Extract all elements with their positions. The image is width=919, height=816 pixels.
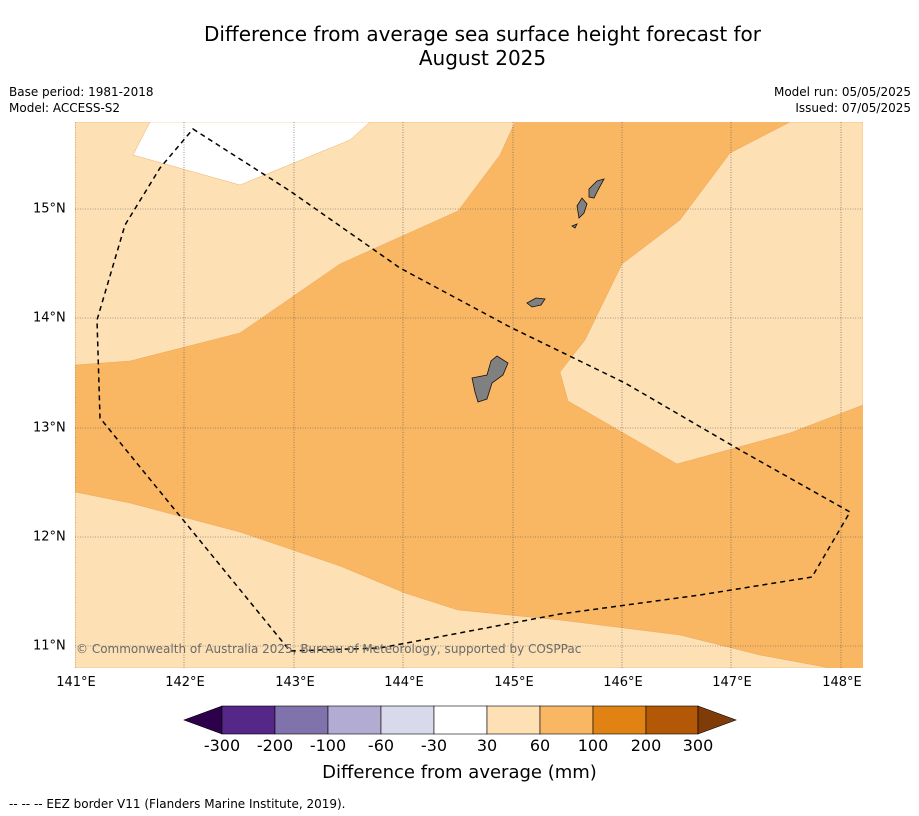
colorbar-swatch [274, 705, 329, 735]
colorbar-label: -100 [309, 736, 347, 755]
lon-label: 142°E [165, 675, 205, 690]
lat-label: 14°N [33, 310, 66, 326]
colorbar-swatch [539, 705, 594, 735]
colorbar-swatch [592, 705, 647, 735]
lon-label: 143°E [275, 675, 315, 690]
model-run: Model run: 05/05/2025 [773, 85, 911, 99]
colorbar-label: 60 [529, 736, 551, 755]
colorbar-swatch [433, 705, 488, 735]
colorbar-swatch [486, 705, 541, 735]
island-aguijan [571, 223, 578, 229]
colorbar-swatch [221, 705, 276, 735]
map-title: Difference from average sea surface heig… [0, 22, 919, 70]
lat-label: 15°N [33, 201, 66, 217]
colorbar-label: 100 [577, 736, 609, 755]
meta-right: Model run: 05/05/2025 Issued: 07/05/2025 [774, 84, 911, 116]
band-neutral-north [132, 122, 371, 186]
lon-label: 147°E [712, 675, 752, 690]
lat-label: 13°N [33, 420, 66, 436]
land-islands [471, 178, 605, 403]
colorbar-label: 30 [476, 736, 498, 755]
colorbar-label: 300 [682, 736, 714, 755]
colorbar-label: 200 [630, 736, 662, 755]
lon-label: 145°E [494, 675, 534, 690]
graticule [75, 122, 863, 668]
colorbar-extend-low [183, 705, 223, 735]
colorbar-extend-high [697, 705, 737, 735]
colorbar-swatch [380, 705, 435, 735]
island-tinian [576, 197, 588, 219]
issued-date: Issued: 07/05/2025 [795, 101, 911, 115]
model-name: Model: ACCESS-S2 [9, 101, 121, 115]
colorbar-label: -300 [203, 736, 241, 755]
title-line-2: August 2025 [418, 46, 547, 70]
lon-label: 148°E [822, 675, 862, 690]
band-30-60-south [75, 491, 831, 668]
island-saipan [588, 178, 605, 199]
title-line-1: Difference from average sea surface heig… [203, 22, 762, 46]
colorbar-swatch [645, 705, 699, 735]
copyright-notice: © Commonwealth of Australia 2025, Bureau… [76, 642, 582, 656]
colorbar-label: -30 [420, 736, 448, 755]
colorbar-label: -60 [367, 736, 395, 755]
colorbar-title: Difference from average (mm) [322, 762, 597, 783]
lat-label: 12°N [33, 529, 66, 545]
lon-label: 141°E [56, 675, 96, 690]
island-guam [471, 355, 509, 403]
meta-left: Base period: 1981-2018 Model: ACCESS-S2 [9, 84, 154, 116]
base-period: Base period: 1981-2018 [9, 85, 154, 99]
lon-label: 146°E [603, 675, 643, 690]
island-rota [526, 297, 546, 308]
eez-legend-note: -- -- -- EEZ border V11 (Flanders Marine… [9, 797, 346, 811]
colorbar-label: -200 [256, 736, 294, 755]
band-30-60-northwest [75, 122, 516, 366]
colorbar-swatch [327, 705, 382, 735]
lat-label: 11°N [33, 638, 66, 654]
lon-label: 144°E [384, 675, 424, 690]
colorbar [183, 705, 737, 735]
